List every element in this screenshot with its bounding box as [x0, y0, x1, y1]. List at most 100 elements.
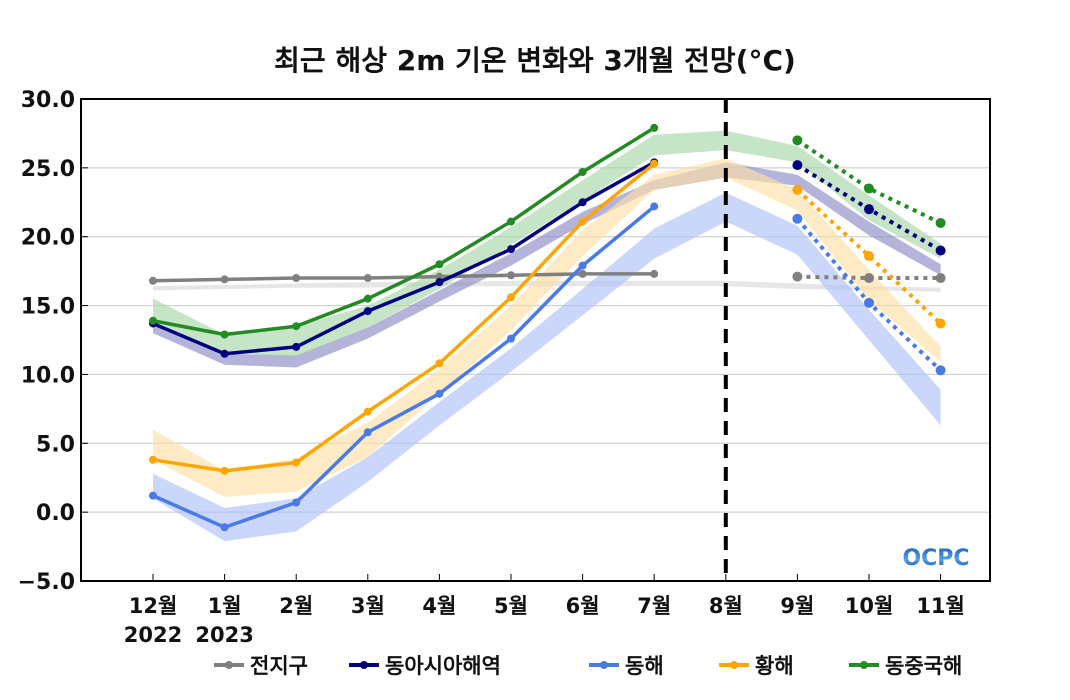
legend-item: 동해 — [589, 654, 664, 678]
y-tick-label: 25.0 — [21, 157, 75, 182]
observed-point-황해 — [435, 359, 444, 368]
ocpc-logo: OCPC — [902, 546, 969, 571]
legend-swatch-marker — [360, 661, 368, 669]
forecast-point-전지구 — [792, 271, 803, 282]
legend-item: 황해 — [719, 654, 794, 678]
x-tick-label: 6월 — [566, 594, 600, 618]
x-tick-label: 8월 — [709, 594, 743, 618]
y-tick-label: 0.0 — [36, 501, 75, 526]
forecast-point-황해 — [935, 318, 946, 329]
forecast-point-동해 — [792, 213, 803, 224]
climatology-bands — [153, 130, 941, 542]
observed-point-동아시아해역 — [435, 278, 444, 287]
observed-point-동중국해 — [650, 123, 659, 132]
legend: 전지구 동아시아해역 동해 황해 동중국해 — [214, 654, 962, 678]
forecast-point-황해 — [864, 250, 874, 261]
observed-line-전지구 — [152, 272, 655, 283]
x-tick-label: 9월 — [780, 594, 814, 618]
observed-point-전지구 — [149, 276, 157, 285]
y-tick-label: 10.0 — [21, 363, 75, 388]
forecast-line-동중국해 — [796, 138, 942, 225]
observed-point-동해 — [363, 428, 372, 437]
y-tick-label: 30.0 — [21, 88, 75, 113]
x-tick-label: 10월 — [845, 594, 894, 618]
forecast-point-동해 — [935, 365, 946, 376]
observed-point-동아시아해역 — [292, 342, 301, 351]
forecast-point-황해 — [792, 184, 803, 195]
y-tick-label: 20.0 — [21, 226, 75, 251]
forecast-point-동아시아해역 — [792, 160, 803, 171]
x-tick-label: 2월 — [279, 594, 313, 618]
observed-point-동해 — [507, 334, 515, 343]
legend-label: 동해 — [625, 654, 664, 678]
observed-point-동아시아해역 — [507, 245, 515, 254]
observed-point-전지구 — [435, 272, 444, 281]
observed-point-전지구 — [650, 269, 659, 278]
observed-point-동중국해 — [363, 294, 372, 303]
forecast-point-동중국해 — [935, 217, 946, 228]
observed-point-전지구 — [292, 274, 301, 283]
observed-point-황해 — [363, 407, 372, 416]
legend-swatch-marker — [225, 661, 233, 669]
x-axis-ticks: 12월 1월 2월 3월 4월 5월 6월 7월 8월 9월 10월 11월 2022 2023 — [124, 574, 965, 647]
legend-item: 전지구 — [214, 654, 308, 678]
forecast-point-전지구 — [935, 273, 946, 284]
ocpc-logo-text: OCPC — [902, 546, 969, 571]
x-tick-label: 11월 — [916, 594, 965, 618]
observed-line-동중국해 — [152, 126, 656, 337]
legend-swatch-marker — [860, 661, 868, 669]
observed-point-동아시아해역 — [363, 307, 372, 316]
observed-point-황해 — [578, 217, 587, 226]
observed-point-동아시아해역 — [220, 349, 229, 358]
y-tick-label: 15.0 — [21, 295, 75, 320]
observed-point-동해 — [578, 261, 587, 270]
observed-point-동해 — [435, 389, 444, 398]
observed-point-동중국해 — [578, 167, 587, 176]
x-tick-label: 4월 — [422, 594, 456, 618]
forecast-point-동해 — [864, 297, 874, 308]
observed-point-동중국해 — [435, 260, 444, 269]
observed-line-동해 — [152, 205, 656, 530]
x-tick-label: 5월 — [494, 594, 528, 618]
legend-label: 동아시아해역 — [385, 654, 501, 678]
observed-point-황해 — [650, 159, 659, 168]
y-tick-label: 5.0 — [36, 432, 75, 457]
observed-line-동아시아해역 — [152, 160, 656, 356]
observed-point-황해 — [220, 466, 229, 475]
observed-point-전지구 — [578, 269, 587, 278]
observed-point-동해 — [149, 491, 157, 500]
legend-item: 동중국해 — [849, 654, 962, 678]
plot-frame — [80, 98, 991, 582]
forecast-point-동아시아해역 — [864, 204, 874, 215]
legend-item: 동아시아해역 — [349, 654, 501, 678]
observed-point-황해 — [149, 455, 157, 464]
observed-line-황해 — [152, 162, 656, 473]
x-tick-label: 3월 — [351, 594, 385, 618]
observed-point-동중국해 — [149, 316, 157, 325]
x-year-label: 2023 — [195, 623, 253, 647]
observed-point-동아시아해역 — [578, 198, 587, 207]
observed-point-동해 — [220, 523, 229, 532]
y-axis-ticks: 30.0 25.0 20.0 15.0 10.0 5.0 0.0 −5.0 — [18, 88, 88, 595]
observed-point-전지구 — [507, 271, 515, 280]
x-year-label: 2022 — [124, 623, 182, 647]
observed-point-동중국해 — [220, 330, 229, 339]
forecast-line-황해 — [796, 188, 942, 325]
y-tick-label: −5.0 — [18, 570, 75, 595]
observed-point-전지구 — [363, 274, 372, 283]
series-lines — [149, 123, 946, 532]
legend-label: 전지구 — [250, 654, 308, 678]
observed-point-전지구 — [220, 275, 229, 284]
x-tick-label: 7월 — [637, 594, 671, 618]
legend-swatch-marker — [600, 661, 608, 669]
legend-label: 황해 — [755, 654, 794, 678]
observed-point-황해 — [507, 293, 515, 302]
forecast-point-전지구 — [864, 273, 874, 284]
observed-point-황해 — [292, 458, 301, 467]
legend-label: 동중국해 — [885, 654, 962, 678]
observed-point-동해 — [650, 202, 659, 211]
forecast-line-전지구 — [797, 274, 941, 281]
forecast-point-동중국해 — [864, 183, 874, 194]
x-tick-label: 1월 — [208, 594, 242, 618]
